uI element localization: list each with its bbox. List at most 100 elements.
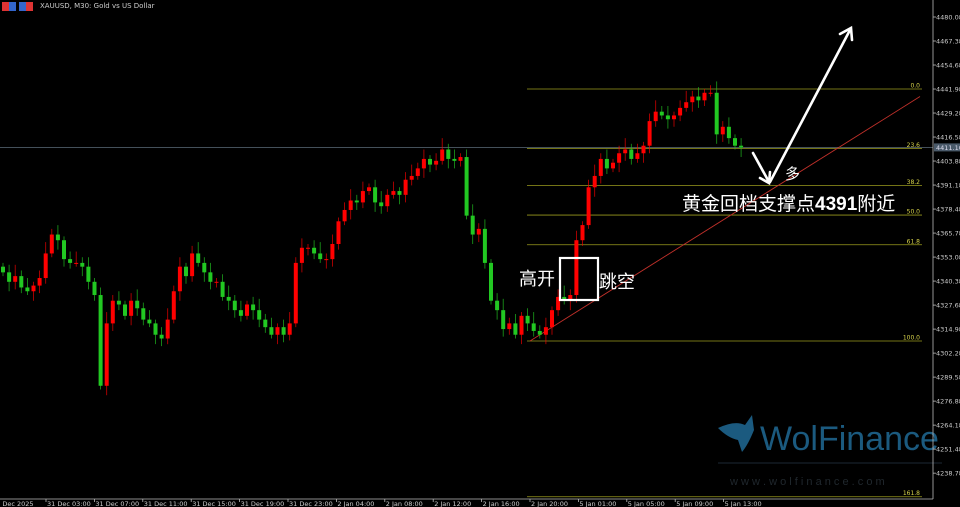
- price-tick-label: 4264.18: [936, 422, 960, 430]
- candle: [434, 153, 439, 171]
- candle-body: [257, 310, 262, 320]
- candle: [519, 312, 524, 345]
- candle-body: [562, 296, 567, 301]
- candle: [726, 117, 731, 144]
- price-tick-label: 4454.68: [936, 62, 960, 70]
- candle: [37, 270, 42, 294]
- candle: [165, 308, 170, 345]
- candle-body: [135, 300, 140, 309]
- candle-body: [531, 323, 536, 331]
- candle-body: [702, 92, 707, 101]
- chart-header: XAUUSD, M30: Gold vs US Dollar: [0, 0, 155, 12]
- candle-body: [476, 228, 481, 235]
- candle: [495, 293, 500, 320]
- candle-body: [415, 168, 420, 176]
- candle: [214, 278, 219, 288]
- candle: [550, 306, 554, 335]
- candle: [190, 245, 195, 282]
- price-tick-label: 4251.48: [936, 446, 960, 454]
- candle: [74, 251, 79, 267]
- candle-body: [550, 310, 554, 328]
- current-price-label: 4411.10: [936, 144, 960, 152]
- time-tick-label: 5 Jan 05:00: [628, 500, 665, 507]
- candle: [672, 111, 676, 127]
- candle: [403, 172, 408, 203]
- pullback-arrow-icon: [751, 151, 772, 186]
- candle: [592, 164, 597, 197]
- candle-body: [123, 304, 127, 316]
- candle-body: [586, 187, 591, 226]
- candle-body: [80, 262, 85, 267]
- candle: [629, 143, 634, 165]
- wolfinance-watermark: WolFinance w w w . w o l f i n a n c e .…: [718, 415, 942, 488]
- price-tick-label: 4238.78: [936, 470, 960, 478]
- candle-body: [568, 295, 573, 301]
- candle-body: [251, 304, 256, 311]
- candle-body: [25, 287, 30, 292]
- time-tick-label: 31 Dec 07:00: [95, 500, 139, 507]
- candle-body: [543, 327, 548, 335]
- candle: [208, 262, 213, 290]
- candle: [220, 274, 225, 301]
- candle-body: [501, 310, 506, 330]
- candle-body: [110, 300, 115, 324]
- candle: [684, 90, 689, 112]
- candle-body: [299, 247, 304, 263]
- candle-body: [726, 126, 731, 139]
- candle: [184, 262, 188, 284]
- candle: [525, 308, 530, 331]
- candle-body: [92, 281, 97, 296]
- chart-properties-icon[interactable]: [19, 1, 33, 11]
- candle: [123, 300, 127, 320]
- candle: [7, 264, 12, 292]
- candle-body: [513, 323, 518, 335]
- candle: [360, 181, 365, 209]
- candle: [635, 143, 640, 163]
- candle: [318, 242, 323, 263]
- candle-body: [37, 278, 42, 286]
- candle-body: [348, 200, 353, 210]
- candle: [428, 155, 432, 173]
- candle-body: [196, 253, 201, 263]
- candle: [696, 87, 701, 108]
- watermark-url: w w w . w o l f i n a n c e . c o m: [729, 476, 885, 488]
- candle: [470, 204, 475, 244]
- candle: [367, 183, 371, 195]
- candle: [501, 298, 506, 337]
- price-tick-label: 4276.88: [936, 398, 960, 406]
- candle-body: [659, 111, 664, 116]
- candle-body: [68, 259, 73, 263]
- candle: [245, 300, 249, 320]
- fibonacci-retracement[interactable]: 0.0 23.6 38.2 50.0 61.8 100.0 161.8: [527, 83, 922, 498]
- candle-body: [208, 272, 213, 282]
- candle-body: [13, 276, 18, 282]
- candle-body: [226, 296, 231, 301]
- candle: [421, 149, 426, 178]
- time-tick-label: 31 Dec 11:00: [144, 500, 188, 507]
- candle: [275, 323, 280, 345]
- candle: [464, 149, 469, 220]
- candle-body: [458, 157, 463, 161]
- time-tick-label: 2 Jan 04:00: [337, 500, 374, 507]
- candle: [641, 141, 646, 163]
- candle: [31, 281, 36, 301]
- candle: [537, 325, 542, 339]
- candle: [507, 317, 512, 335]
- candle: [80, 257, 85, 277]
- candle-body: [525, 315, 530, 324]
- chart-flag-icon[interactable]: [2, 1, 16, 11]
- candle-body: [385, 194, 390, 207]
- candle-body: [184, 266, 188, 277]
- candle: [293, 257, 298, 328]
- candle-body: [714, 92, 719, 135]
- fib-level-label: 100.0: [903, 334, 920, 341]
- candle-body: [275, 327, 280, 335]
- candle: [312, 240, 317, 260]
- candle: [177, 257, 182, 301]
- candle-body: [354, 200, 359, 203]
- candle: [647, 113, 652, 154]
- candle: [574, 230, 579, 303]
- candle: [665, 105, 670, 129]
- candle-body: [598, 158, 603, 176]
